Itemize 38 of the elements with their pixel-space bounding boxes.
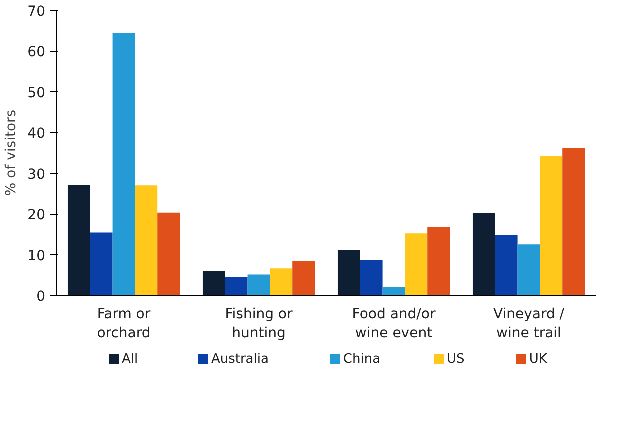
bar: [68, 185, 90, 296]
bar: [540, 156, 563, 296]
bar: [428, 228, 450, 296]
bar: [518, 244, 540, 296]
y-tick-label: 20: [28, 208, 46, 224]
bar: [405, 234, 428, 296]
y-tick-label: 30: [28, 166, 46, 183]
bar: [225, 277, 248, 296]
x-tick-label: Food and/or wine event: [352, 306, 436, 342]
bar: [338, 250, 360, 296]
y-tick-label: 10: [28, 248, 46, 264]
x-tick-label: Fishing or hunting: [225, 306, 293, 342]
y-tick-label: 70: [28, 4, 46, 20]
x-tick-label: Farm or orchard: [97, 306, 151, 342]
bar: [248, 274, 270, 296]
legend-label: UK: [529, 352, 548, 367]
y-tick-label: 0: [36, 289, 46, 305]
y-tick-label: 60: [28, 44, 46, 61]
bar: [158, 212, 180, 296]
y-axis-title: % of visitors: [4, 110, 20, 196]
bar: [472, 213, 496, 296]
bar: [562, 148, 586, 296]
legend-label: Australia: [211, 352, 269, 367]
bar: [360, 260, 383, 296]
legend-label: China: [343, 352, 381, 367]
bar: [112, 33, 136, 296]
y-tick-label: 40: [28, 126, 46, 142]
bar: [135, 186, 158, 296]
x-tick-label: Vineyard / wine trail: [493, 306, 565, 342]
bar: [90, 232, 113, 296]
bar: [202, 271, 226, 296]
y-tick-label: 50: [28, 85, 46, 102]
legend-label: US: [447, 352, 465, 367]
bar: [382, 286, 406, 296]
bar: [292, 261, 316, 296]
bar: [495, 235, 518, 296]
bar: [270, 268, 293, 296]
legend-label: All: [122, 352, 138, 367]
